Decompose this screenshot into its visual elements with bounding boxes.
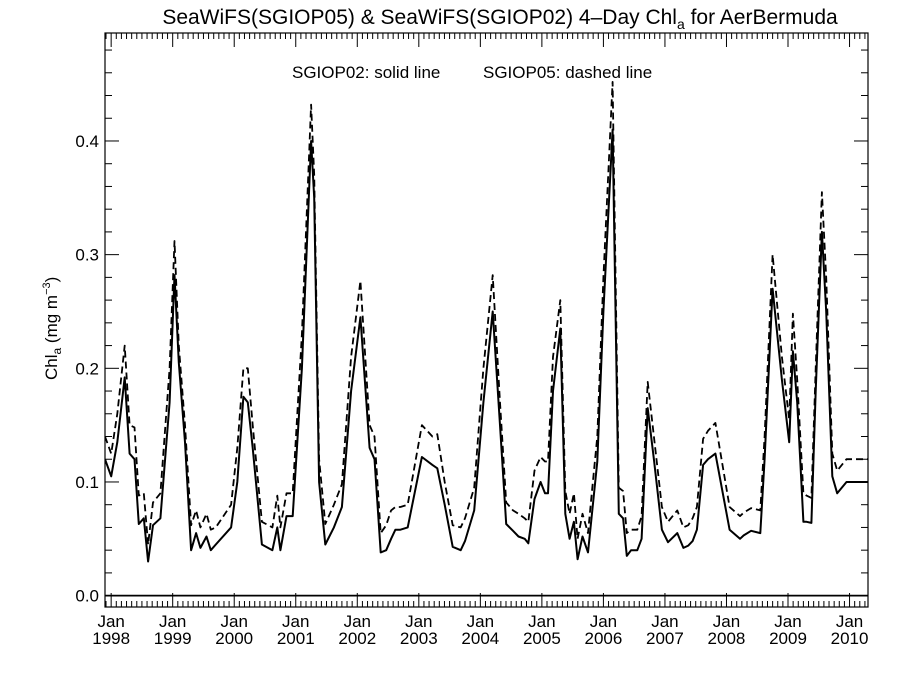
x-tick-label-month: Jan: [405, 612, 432, 631]
chart-title-suffix: for AerBermuda: [685, 6, 838, 29]
series-line-sgiop05: [105, 81, 868, 546]
x-tick-label-year: 2010: [831, 629, 869, 648]
y-tick-label: 0.1: [75, 473, 99, 492]
x-tick-label-year: 2006: [584, 629, 622, 648]
x-tick-label-month: Jan: [774, 612, 801, 631]
x-tick-label-month: Jan: [467, 612, 494, 631]
series-line-sgiop02: [105, 128, 868, 563]
x-tick-label-year: 1999: [154, 629, 192, 648]
series-layer: [105, 81, 868, 563]
x-tick-label-month: Jan: [97, 612, 124, 631]
x-tick-label-year: 2001: [277, 629, 315, 648]
x-tick-label-year: 2008: [708, 629, 746, 648]
x-tick-label-month: Jan: [713, 612, 740, 631]
chart-title-main: SeaWiFS(SGIOP05) & SeaWiFS(SGIOP02) 4–Da…: [162, 6, 677, 29]
y-axis-label-subscript: a: [50, 347, 64, 354]
x-tick-label-year: 2003: [400, 629, 438, 648]
x-tick-label-month: Jan: [344, 612, 371, 631]
y-axis-label-units-close: ): [42, 277, 61, 283]
annotation-dashed: SGIOP05: dashed line: [483, 63, 652, 82]
x-tick-label-month: Jan: [651, 612, 678, 631]
tick-labels: 0.00.10.20.30.4Jan1998Jan1999Jan2000Jan2…: [75, 132, 868, 648]
y-axis-label-main: Chl: [42, 354, 61, 380]
y-tick-label: 0.3: [75, 246, 99, 265]
x-tick-label-month: Jan: [590, 612, 617, 631]
plot-frame: [104, 32, 869, 608]
x-tick-label-year: 2009: [769, 629, 807, 648]
x-tick-label-month: Jan: [159, 612, 186, 631]
y-tick-label: 0.4: [75, 132, 99, 151]
y-axis-label-units: (mg m: [42, 295, 61, 348]
x-tick-label-year: 2002: [338, 629, 376, 648]
annotation-solid: SGIOP02: solid line: [292, 63, 440, 82]
x-tick-label-month: Jan: [282, 612, 309, 631]
x-tick-label-year: 2004: [461, 629, 499, 648]
x-tick-label-month: Jan: [221, 612, 248, 631]
chart-title-subscript: a: [677, 16, 685, 32]
x-tick-label-month: Jan: [836, 612, 863, 631]
chart-title: SeaWiFS(SGIOP05) & SeaWiFS(SGIOP02) 4–Da…: [162, 6, 838, 32]
y-tick-label: 0.2: [75, 359, 99, 378]
x-tick-label-year: 2007: [646, 629, 684, 648]
y-axis-label-units-sup: −3: [41, 282, 53, 295]
x-tick-label-year: 2000: [215, 629, 253, 648]
x-tick-label-year: 2005: [523, 629, 561, 648]
x-tick-label-year: 1998: [92, 629, 130, 648]
y-tick-label: 0.0: [75, 587, 99, 606]
y-axis-label: Chla (mg m−3): [41, 277, 64, 380]
x-tick-label-month: Jan: [528, 612, 555, 631]
